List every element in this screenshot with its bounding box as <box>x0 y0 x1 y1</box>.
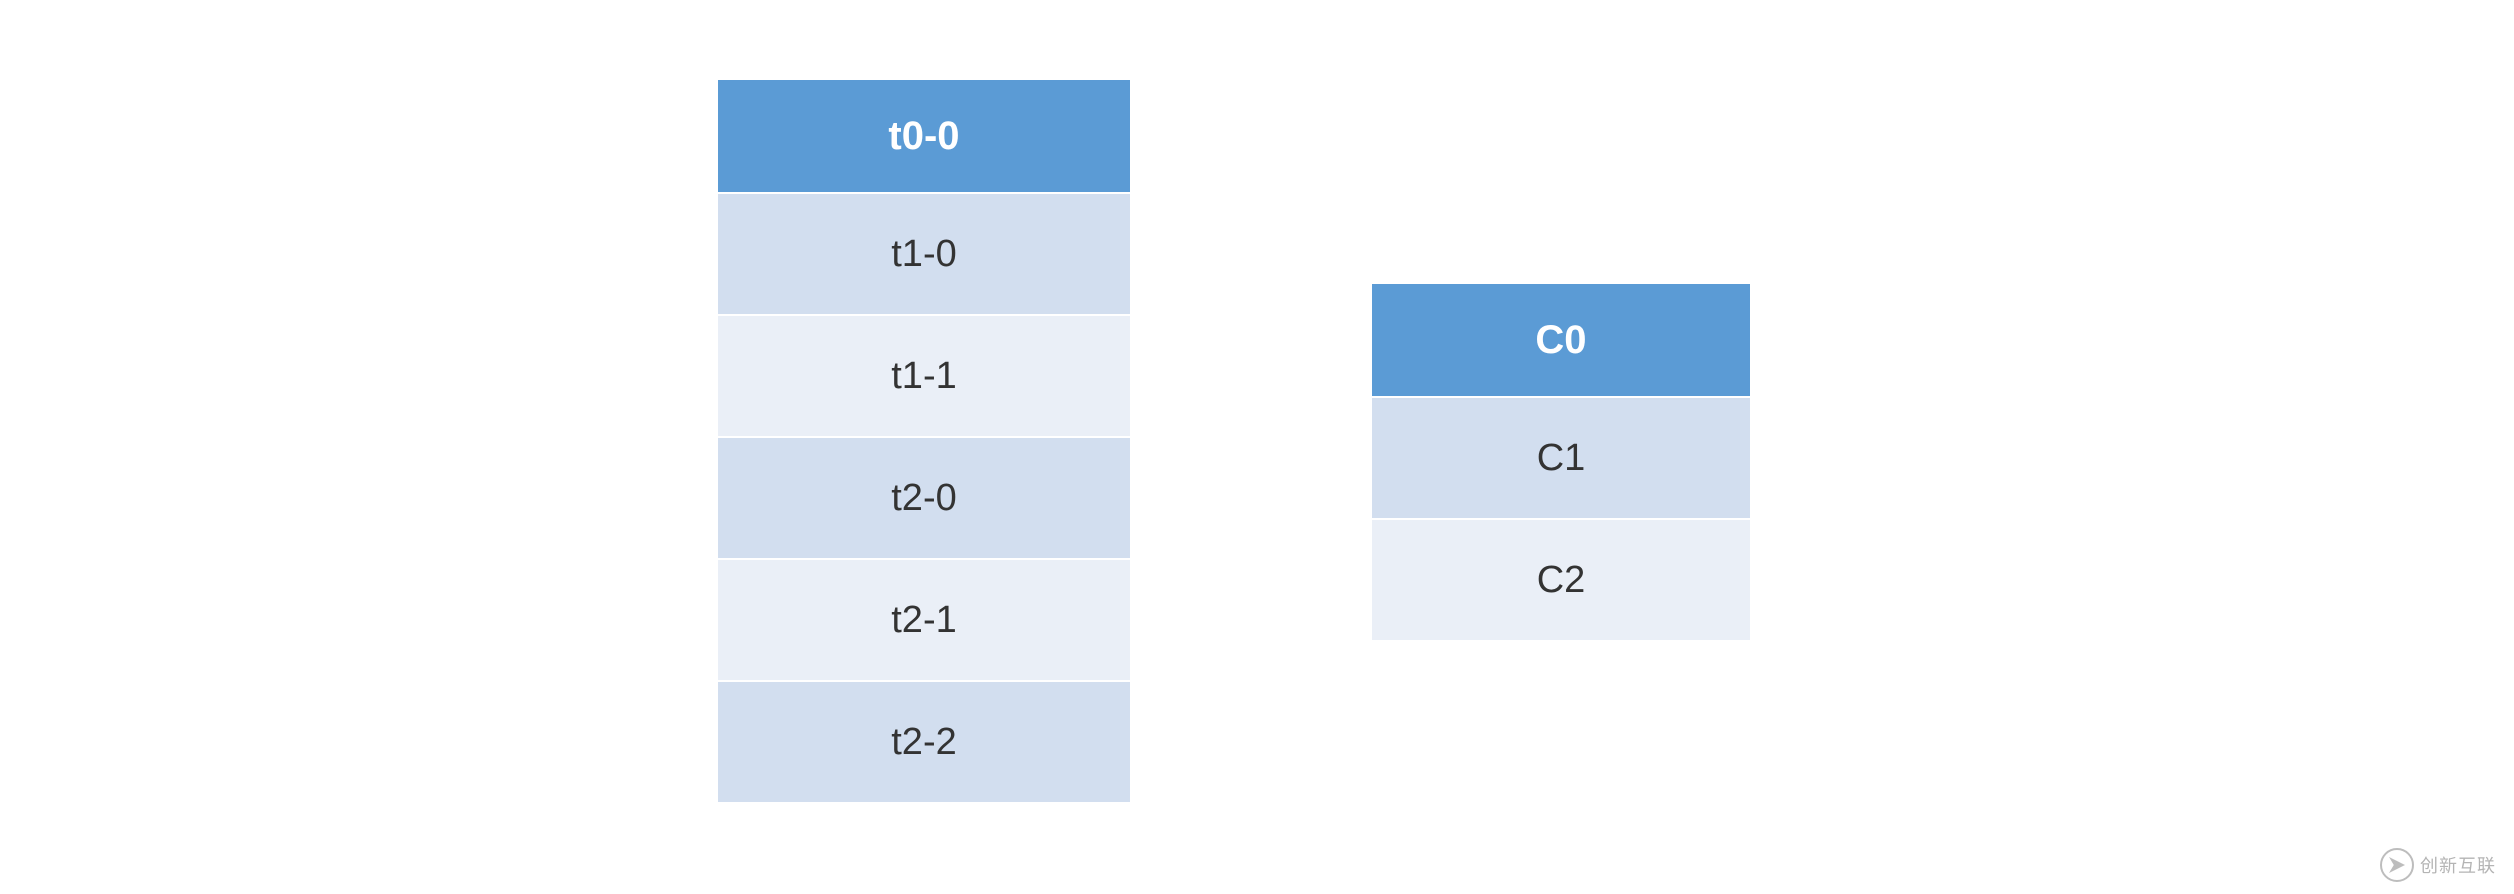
left-table-row: t2-1 <box>716 560 1132 682</box>
watermark: 创新互联 <box>2380 848 2496 882</box>
watermark-text: 创新互联 <box>2420 852 2496 878</box>
right-table-header: C0 <box>1370 282 1752 398</box>
left-table-row: t1-0 <box>716 194 1132 316</box>
left-table-row: t1-1 <box>716 316 1132 438</box>
left-table: t0-0t1-0t1-1t2-0t2-1t2-2 <box>716 78 1132 804</box>
right-table: C0C1C2 <box>1370 282 1752 642</box>
watermark-logo-icon <box>2380 848 2414 882</box>
right-table-row: C2 <box>1370 520 1752 642</box>
left-table-row: t2-0 <box>716 438 1132 560</box>
right-table-row: C1 <box>1370 398 1752 520</box>
left-table-row: t2-2 <box>716 682 1132 804</box>
left-table-header: t0-0 <box>716 78 1132 194</box>
